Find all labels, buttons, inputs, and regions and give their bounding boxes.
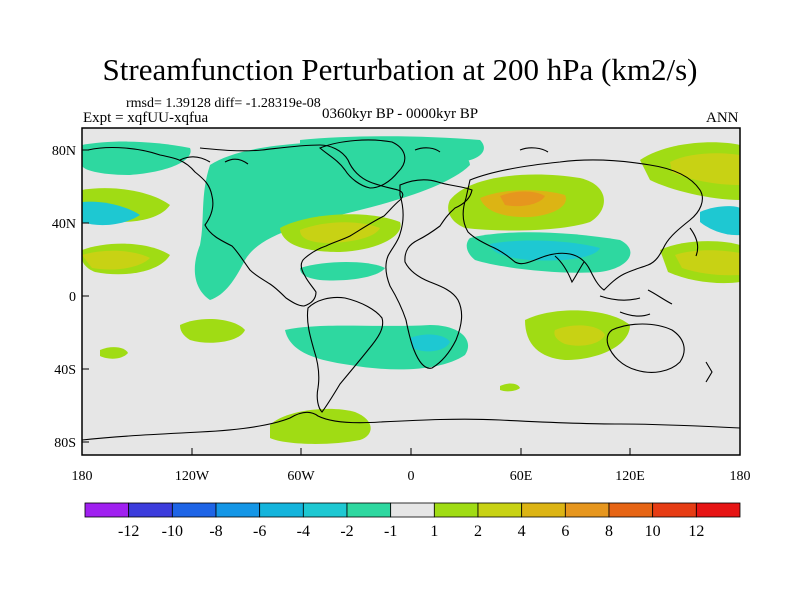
colorbar-swatch xyxy=(215,502,261,518)
colorbar-swatch xyxy=(652,502,697,518)
colorbar-swatch xyxy=(259,502,304,518)
colorbar-label: 2 xyxy=(474,523,482,540)
colorbar-swatch xyxy=(695,502,741,518)
colorbar-label: 12 xyxy=(688,523,704,540)
experiment-label: Expt = xqfUU-xqfua xyxy=(83,110,209,126)
contour-green-arctic xyxy=(300,136,484,162)
colorbar-label: 4 xyxy=(518,523,526,540)
contour-yellowgreen-southern-ocean-small xyxy=(500,383,520,392)
colorbar-label: 1 xyxy=(430,523,438,540)
colorbar-label: 8 xyxy=(605,523,613,540)
contour-orange-west-pacific xyxy=(675,250,740,276)
lat-label-80s: 80S xyxy=(54,436,76,451)
colorbar-swatch xyxy=(128,502,173,518)
lon-label-180e: 180 xyxy=(730,469,751,484)
colorbar-swatch xyxy=(84,502,130,518)
coastline-new-zealand xyxy=(705,361,713,383)
contour-yellowgreen-southeast-pacific xyxy=(100,347,128,359)
contour-cyan-central-pacific xyxy=(700,206,740,236)
colorbar-swatch xyxy=(346,502,392,518)
map-title: Streamfunction Perturbation at 200 hPa (… xyxy=(102,52,698,87)
contour-green-northwest-pacific xyxy=(82,141,191,175)
coastline-asia xyxy=(462,159,703,291)
latitude-labels: 80N 40N 0 40S 80S xyxy=(52,144,76,451)
coastline-north-america xyxy=(87,144,404,307)
coastline-arctic-islands xyxy=(179,147,549,165)
colorbar-label: -6 xyxy=(253,523,266,540)
coastline-antarctica xyxy=(82,411,740,441)
contour-green-caribbean xyxy=(300,262,385,281)
colorbar-swatch xyxy=(171,502,217,518)
coastline-europe-africa xyxy=(385,179,473,369)
colorbar-swatch xyxy=(477,502,523,518)
longitude-labels: 180 120W 60W 0 60E 120E 180 xyxy=(72,469,751,484)
lat-label-40n: 40N xyxy=(52,217,76,232)
colorbar-label: -8 xyxy=(209,523,222,540)
contour-orange-east-pacific xyxy=(82,250,150,270)
contour-orange-tropical-atlantic-north xyxy=(300,222,380,243)
contour-cyan-south-atlantic xyxy=(410,334,450,352)
lat-label-40s: 40S xyxy=(54,363,76,378)
colorbar-label: 10 xyxy=(645,523,661,540)
contour-green-northern-hemisphere xyxy=(194,141,470,300)
colorbar-swatch xyxy=(390,502,435,518)
lat-label-80n: 80N xyxy=(52,144,76,159)
colorbar-swatch xyxy=(521,502,566,518)
contour-yellowgreen-south-pacific xyxy=(180,318,245,343)
lat-label-0: 0 xyxy=(69,290,76,305)
contour-yellowgreen-antarctica xyxy=(270,408,371,444)
coastline-south-america xyxy=(306,296,384,413)
coastline-southeast-asia-islands xyxy=(599,289,673,317)
colorbar-label: -2 xyxy=(340,523,353,540)
colorbar-label: -4 xyxy=(297,523,310,540)
contour-darkorange-eurasia xyxy=(500,191,545,207)
colorbar-label: 6 xyxy=(561,523,569,540)
period-label: 0360kyr BP - 0000kyr BP xyxy=(322,106,479,122)
colorbar-label: -10 xyxy=(162,523,183,540)
colorbar: -12 -10 -8 -6 -4 -2 -1 1 2 4 6 8 10 12 xyxy=(84,502,741,540)
colorbar-swatch xyxy=(433,502,479,518)
lon-label-60e: 60E xyxy=(510,469,533,484)
colorbar-label: -12 xyxy=(118,523,139,540)
contour-cyan-north-pacific xyxy=(82,201,140,226)
colorbar-swatch xyxy=(608,502,654,518)
lon-label-60w: 60W xyxy=(287,469,315,484)
coastline-india xyxy=(554,255,585,284)
lon-label-0: 0 xyxy=(408,469,415,484)
contour-orange-north-pacific-east xyxy=(670,153,740,185)
coastlines xyxy=(82,139,740,441)
colorbar-swatch xyxy=(564,502,610,518)
colorbar-swatch xyxy=(302,502,348,518)
axis-ticks xyxy=(81,149,741,455)
colorbar-label: -1 xyxy=(384,523,397,540)
coastline-australia xyxy=(606,323,685,373)
lon-label-120w: 120W xyxy=(175,469,210,484)
coastline-japan xyxy=(689,227,699,257)
rmsd-diff-text: rmsd= 1.39128 diff= -1.28319e-08 xyxy=(126,96,321,111)
season-label: ANN xyxy=(706,110,739,126)
coastline-greenland xyxy=(318,139,406,189)
lon-label-180w: 180 xyxy=(72,469,93,484)
contour-orange-south-indian-ocean xyxy=(554,325,605,346)
lon-label-120e: 120E xyxy=(615,469,645,484)
contour-cyan-indian-ocean-north xyxy=(490,240,600,261)
